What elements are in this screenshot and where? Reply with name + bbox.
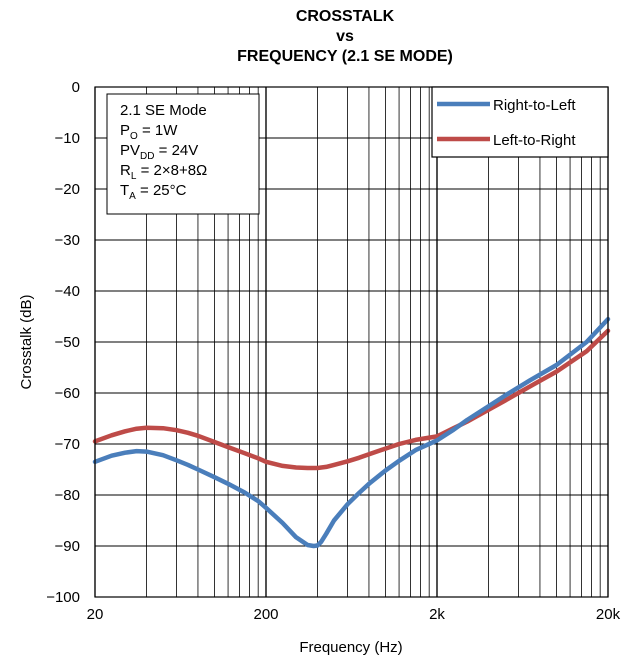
series-layer xyxy=(92,316,611,549)
y-tick-label: −100 xyxy=(46,589,80,606)
plot-frame xyxy=(94,86,609,598)
legend-box xyxy=(431,86,609,158)
annotation-line: 2.1 SE Mode xyxy=(120,102,207,119)
legend-label: Left-to-Right xyxy=(493,132,576,149)
chart-title-line-3: FREQUENCY (2.1 SE MODE) xyxy=(237,48,453,65)
annotation-line: PO = 1W xyxy=(120,122,178,142)
y-tick-labels: 0 −10 −20 −30 −40 −50 −60 −70 −80 −90 −100 xyxy=(46,79,80,606)
annotation-line: RL = 2×8+8Ω xyxy=(120,162,207,182)
annotation-line: TA = 25°C xyxy=(120,182,187,202)
x-tick-label: 2k xyxy=(429,606,445,623)
x-tick-label: 20k xyxy=(596,606,621,623)
y-tick-label: −50 xyxy=(55,334,80,351)
legend-label: Right-to-Left xyxy=(493,97,576,114)
y-tick-label: −70 xyxy=(55,436,80,453)
chart-title-line-2: vs xyxy=(336,28,354,45)
y-axis-label: Crosstalk (dB) xyxy=(18,294,35,389)
y-tick-label: −20 xyxy=(55,181,80,198)
y-tick-label: −60 xyxy=(55,385,80,402)
y-tick-label: −30 xyxy=(55,232,80,249)
y-tick-label: −80 xyxy=(55,487,80,504)
y-tick-label: −90 xyxy=(55,538,80,555)
series-line-right-to-left xyxy=(92,316,611,549)
x-tick-label: 200 xyxy=(253,606,278,623)
legend: Right-to-Left Left-to-Right xyxy=(431,86,609,158)
chart-title-line-1: CROSSTALK xyxy=(296,8,395,25)
annotation-line: PVDD = 24V xyxy=(120,142,198,162)
x-tick-labels: 20 200 2k 20k xyxy=(87,606,621,623)
y-tick-label: 0 xyxy=(72,79,80,96)
y-tick-label: −40 xyxy=(55,283,80,300)
x-tick-label: 20 xyxy=(87,606,104,623)
y-tick-label: −10 xyxy=(55,130,80,147)
x-axis-label: Frequency (Hz) xyxy=(299,639,402,656)
annotation-box xyxy=(106,93,260,215)
